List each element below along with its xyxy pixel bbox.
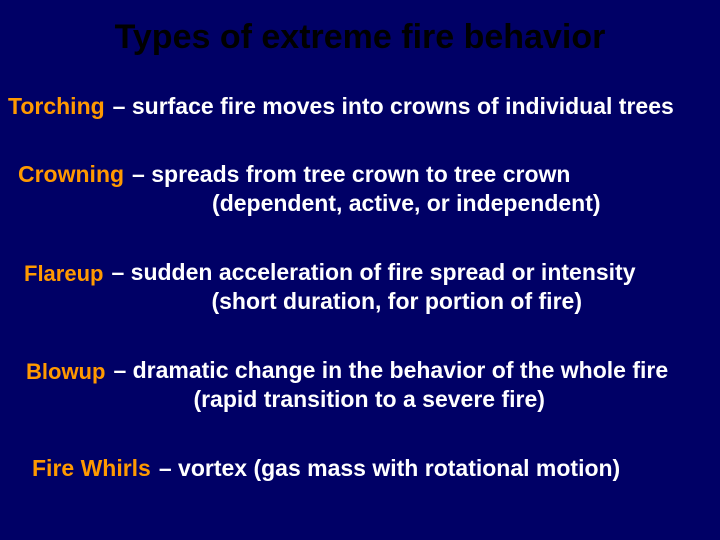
definition-subline: (short duration, for portion of fire)	[111, 287, 635, 316]
definition-row: Crowning – spreads from tree crown to tr…	[18, 160, 601, 218]
definition-line: – sudden acceleration of fire spread or …	[111, 259, 635, 285]
term-flareup: Flareup	[24, 258, 103, 288]
slide-title: Types of extreme fire behavior	[0, 18, 720, 57]
definition-row: Torching – surface fire moves into crown…	[8, 92, 674, 121]
term-blowup: Blowup	[26, 356, 105, 386]
term-crowning: Crowning	[18, 160, 124, 189]
definition-row: Fire Whirls – vortex (gas mass with rota…	[32, 454, 620, 483]
definition-line: – spreads from tree crown to tree crown	[132, 161, 570, 187]
definition-text: – vortex (gas mass with rotational motio…	[151, 454, 620, 483]
definition-text: – spreads from tree crown to tree crown …	[124, 160, 600, 218]
definition-subline: (dependent, active, or independent)	[132, 189, 600, 218]
definition-line: – dramatic change in the behavior of the…	[113, 357, 668, 383]
definition-row: Flareup – sudden acceleration of fire sp…	[24, 258, 636, 316]
definition-subline: (rapid transition to a severe fire)	[113, 385, 668, 414]
term-fire-whirls: Fire Whirls	[32, 454, 151, 483]
definition-text: – sudden acceleration of fire spread or …	[103, 258, 635, 316]
definition-row: Blowup – dramatic change in the behavior…	[26, 356, 668, 414]
term-torching: Torching	[8, 92, 105, 121]
definition-line: – vortex (gas mass with rotational motio…	[159, 455, 620, 481]
definition-text: – surface fire moves into crowns of indi…	[105, 92, 674, 121]
definition-text: – dramatic change in the behavior of the…	[105, 356, 668, 414]
definition-line: – surface fire moves into crowns of indi…	[113, 93, 674, 119]
